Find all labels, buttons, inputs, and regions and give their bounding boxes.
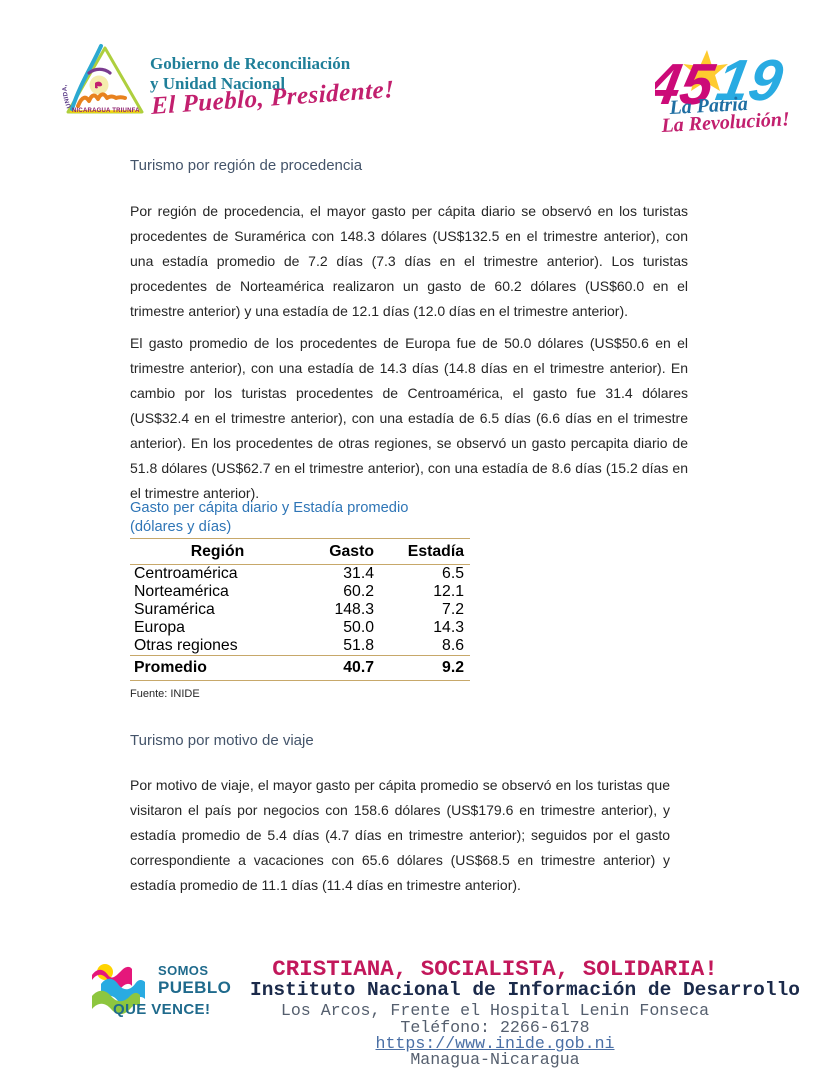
svg-text:UNIDA,: UNIDA, <box>61 84 73 109</box>
